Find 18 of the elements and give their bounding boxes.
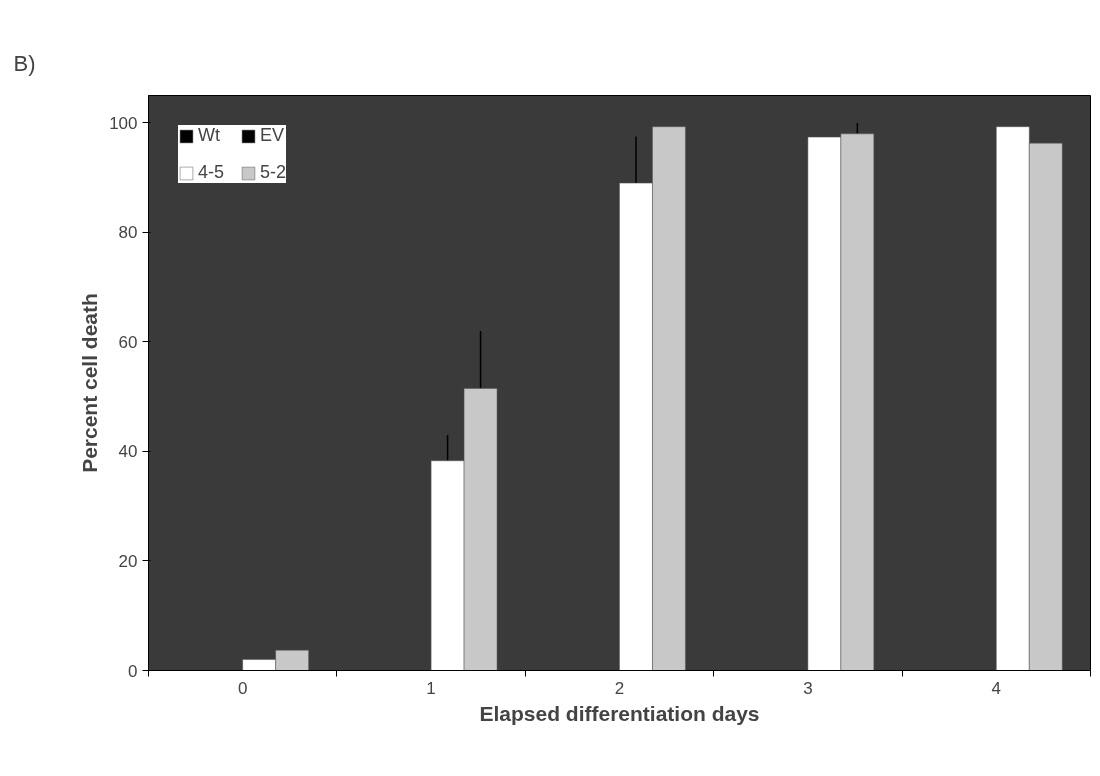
y-tick-label: 20	[118, 551, 138, 571]
x-tick-label: 1	[426, 678, 436, 698]
x-axis-title: Elapsed differentiation days	[479, 701, 760, 725]
x-tick-label: 3	[803, 678, 813, 698]
x-tick-label: 0	[237, 678, 248, 698]
legend-label: 5-2	[260, 162, 287, 183]
y-tick-label: 80	[118, 223, 138, 243]
legend-label: EV	[260, 125, 285, 146]
text: B)	[13, 50, 36, 76]
x-tick-label: 4	[991, 678, 1002, 698]
legend-label: Wt	[198, 125, 220, 146]
legend-label: 4-5	[198, 162, 225, 183]
x-tick-label: 2	[614, 678, 625, 698]
y-tick-label: 0	[128, 661, 138, 681]
y-tick-label: 40	[118, 442, 138, 462]
y-tick-label: 100	[109, 113, 138, 133]
y-axis-title: Percent cell death	[78, 293, 102, 473]
y-tick-label: 60	[118, 332, 138, 352]
